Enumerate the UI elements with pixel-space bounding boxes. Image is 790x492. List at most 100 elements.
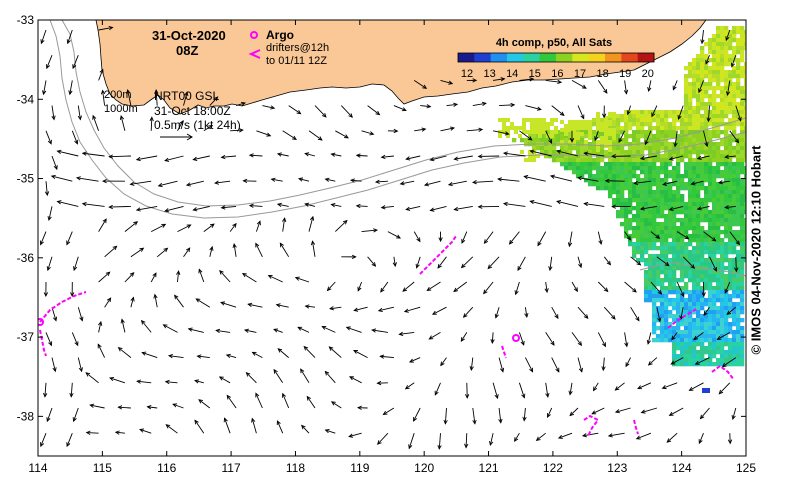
lon-label: 115: [93, 461, 112, 475]
current-arrow: [304, 202, 316, 207]
current-arrow: [341, 254, 357, 259]
current-arrow: [241, 272, 257, 283]
current-arrow: [523, 175, 546, 182]
current-arrow: [301, 424, 310, 434]
argo-legend: Argo drifters@12h to 01/11 12Z: [248, 28, 329, 67]
current-arrow: [153, 293, 158, 308]
lon-label: 119: [350, 461, 369, 475]
drifter-track: [419, 235, 457, 275]
current-arrow: [477, 204, 500, 209]
current-arrow: [130, 247, 145, 258]
lon-label: 123: [607, 461, 627, 475]
current-arrow: [328, 346, 342, 358]
current-arrow: [703, 130, 709, 148]
current-arrow: [298, 177, 310, 182]
current-arrow: [607, 432, 625, 438]
current-arrow: [464, 433, 469, 449]
current-arrow: [162, 324, 178, 333]
current-arrow: [460, 256, 474, 269]
current-arrow: [635, 432, 652, 440]
current-arrow: [502, 201, 526, 207]
current-arrow: [466, 78, 478, 83]
current-arrow: [304, 152, 316, 157]
current-arrow: [230, 128, 244, 133]
current-arrow: [682, 256, 696, 269]
current-arrow: [630, 306, 640, 322]
current-arrow: [146, 405, 158, 410]
current-arrow: [229, 222, 237, 232]
current-arrow: [324, 429, 336, 434]
colorbar-tick-label: 15: [529, 68, 541, 80]
current-arrow: [85, 430, 99, 435]
current-arrow: [518, 382, 526, 399]
current-arrow: [472, 101, 487, 107]
current-arrow: [382, 407, 395, 416]
current-arrow: [568, 382, 573, 396]
current-arrow: [330, 152, 342, 157]
current-arrow: [154, 89, 159, 106]
current-arrow: [677, 105, 684, 121]
current-arrow: [242, 178, 257, 184]
current-arrow: [438, 231, 443, 243]
current-arrow: [402, 281, 415, 292]
current-arrow: [81, 151, 105, 157]
current-arrow: [413, 80, 428, 89]
current-arrow: [662, 180, 678, 186]
current-arrow: [718, 382, 731, 395]
current-arrow: [387, 128, 399, 134]
colorbar-swatch: [507, 53, 524, 62]
current-arrow: [725, 29, 731, 42]
current-arrow: [676, 231, 690, 240]
current-arrow: [183, 91, 189, 106]
isobath-shelf: [639, 261, 746, 277]
current-arrow: [164, 205, 184, 213]
current-arrow: [413, 231, 421, 243]
current-arrow: [98, 68, 104, 81]
current-arrow: [487, 256, 500, 270]
current-arrow: [72, 55, 79, 70]
current-arrow: [255, 242, 263, 257]
current-arrow: [45, 130, 52, 145]
current-arrow: [672, 80, 678, 91]
current-arrow: [176, 270, 181, 283]
colorbar-swatch: [621, 53, 639, 62]
current-arrow: [40, 29, 47, 45]
current-arrow: [114, 430, 125, 435]
current-arrow: [730, 55, 737, 68]
current-arrow: [42, 80, 47, 96]
current-arrow: [223, 417, 231, 434]
current-arrow: [644, 130, 652, 146]
current-arrow: [300, 368, 310, 384]
current-arrow: [330, 203, 342, 208]
current-arrow: [640, 407, 658, 414]
current-arrow: [668, 407, 684, 416]
lon-label: 117: [222, 461, 241, 475]
current-arrow: [120, 318, 126, 333]
current-arrow: [203, 125, 214, 132]
current-arrow: [647, 357, 658, 366]
current-arrow: [187, 327, 204, 333]
colorbar-swatch: [474, 53, 492, 62]
depth-200m-label: 200m: [104, 89, 132, 101]
current-arrow: [477, 154, 500, 159]
current-arrow: [726, 306, 737, 316]
current-arrow: [705, 55, 710, 65]
current-arrow: [340, 105, 353, 118]
current-arrow: [277, 348, 289, 358]
current-arrow: [92, 114, 100, 131]
map-time: 08Z: [176, 43, 198, 58]
current-arrow: [437, 433, 442, 450]
current-arrow: [524, 307, 529, 318]
current-arrow: [345, 326, 362, 333]
current-arrow: [577, 357, 583, 373]
current-arrow: [150, 223, 167, 233]
current-arrow: [666, 432, 678, 443]
current-arrow: [387, 231, 402, 239]
current-arrow: [490, 332, 495, 344]
current-arrow: [545, 130, 553, 144]
lon-label: 120: [414, 461, 434, 475]
colorbar-swatch: [556, 53, 573, 62]
current-arrow: [639, 205, 657, 211]
current-arrow: [51, 357, 57, 373]
current-arrow: [724, 154, 736, 159]
